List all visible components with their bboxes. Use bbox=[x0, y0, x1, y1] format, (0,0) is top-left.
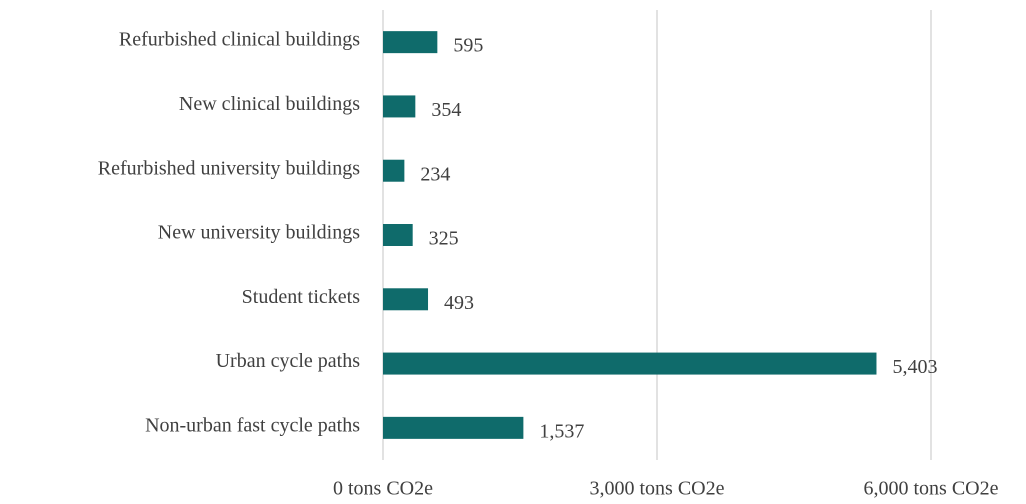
bar bbox=[383, 159, 405, 182]
data-label: 5,403 bbox=[892, 356, 937, 378]
x-tick-label: 6,000 tons CO2e bbox=[864, 478, 999, 500]
y-tick-label: Non-urban fast cycle paths bbox=[145, 414, 360, 436]
data-label: 354 bbox=[431, 99, 461, 121]
data-label: 493 bbox=[444, 292, 474, 314]
bar bbox=[383, 224, 413, 246]
y-tick-label: Refurbished university buildings bbox=[98, 157, 360, 179]
bar bbox=[383, 95, 416, 118]
y-tick-label: Urban cycle paths bbox=[216, 350, 361, 372]
data-label: 325 bbox=[429, 228, 459, 250]
bar bbox=[383, 352, 877, 375]
y-tick-label: Refurbished clinical buildings bbox=[119, 29, 360, 51]
bar bbox=[383, 31, 438, 54]
data-label: 595 bbox=[453, 35, 483, 57]
x-tick-label: 0 tons CO2e bbox=[333, 478, 433, 500]
y-tick-label: New clinical buildings bbox=[179, 93, 360, 115]
data-label: 234 bbox=[420, 163, 450, 185]
data-label: 1,537 bbox=[539, 420, 584, 442]
bar bbox=[383, 416, 524, 439]
y-tick-label: Student tickets bbox=[242, 286, 361, 308]
y-tick-label: New university buildings bbox=[158, 222, 360, 244]
x-tick-label: 3,000 tons CO2e bbox=[590, 478, 725, 500]
bar bbox=[383, 288, 429, 311]
